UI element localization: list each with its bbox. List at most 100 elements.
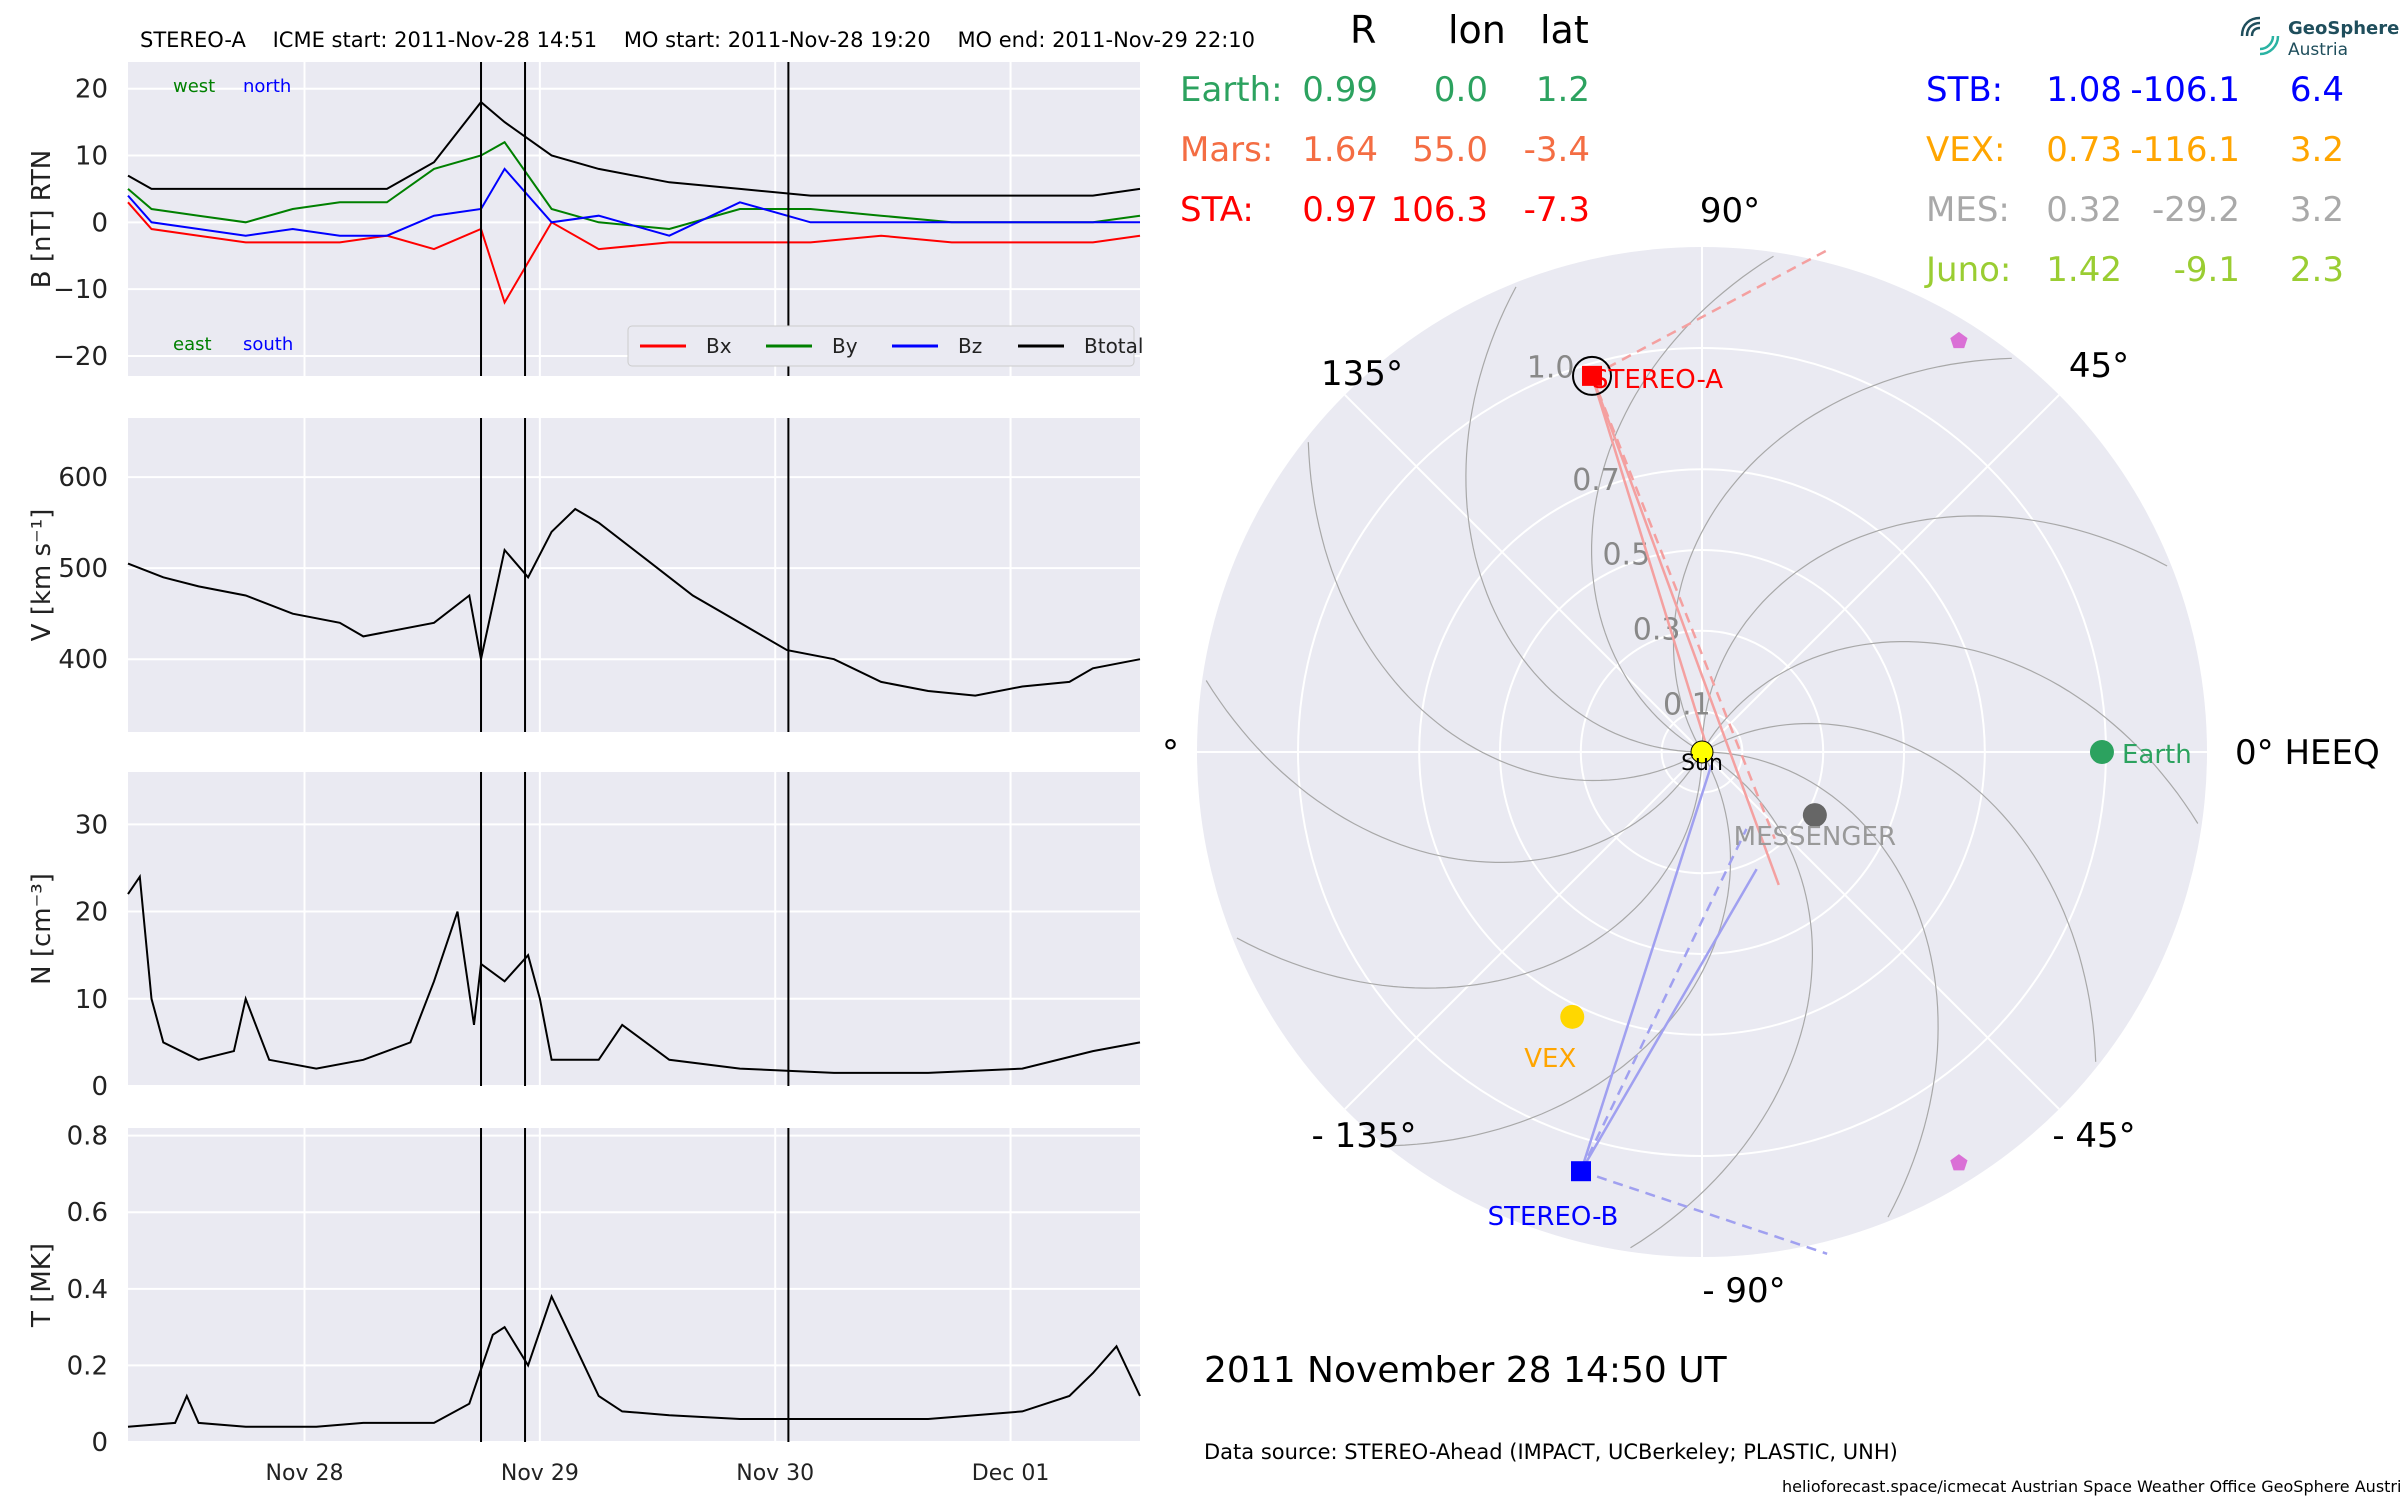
radial-tick-label: 0.7	[1572, 463, 1620, 498]
sta-direction-line	[1591, 249, 1828, 377]
table-header-lat: lat	[1540, 8, 1589, 52]
spiral-line	[1701, 515, 2168, 753]
spacecraft-name: STEREO-A	[140, 28, 246, 52]
bodies: Sun Earth STEREO-A STEREO-B VEX MESSENGER	[1488, 331, 2192, 1232]
time-series-panels: 20 10 0 −10 −20 B [nT] RTN west north east south B…	[27, 62, 1143, 1486]
y-axis-label: N [cm⁻³]	[27, 873, 57, 985]
body-label-vex: VEX	[1524, 1044, 1576, 1074]
body-vex	[1560, 1004, 1585, 1029]
stereo-a-highlight	[1572, 355, 1613, 396]
table-row-r: 1.08	[2046, 70, 2122, 110]
legend-box	[627, 325, 1135, 367]
y-tick-label: 0.6	[67, 1198, 108, 1228]
angle-label: 0° HEEQ	[2235, 733, 2380, 773]
mo-end: MO end: 2011-Nov-29 22:10	[957, 28, 1256, 52]
spiral-line	[1465, 286, 1703, 753]
series-line	[127, 507, 1141, 697]
body-label-stereo-b: STEREO-B	[1488, 1202, 1619, 1232]
table-row-name: STA:	[1180, 190, 1254, 230]
table-row-name: Juno:	[1926, 250, 2012, 290]
table-row-name: Mars:	[1180, 130, 1274, 170]
geosphere-logo-icon	[2240, 16, 2280, 56]
spiral-line	[1701, 751, 1939, 1218]
panel-background	[128, 62, 1140, 376]
x-tick-label: Dec 01	[972, 1461, 1050, 1486]
angular-gridline	[1701, 751, 2060, 1110]
corner-label-south: south	[243, 334, 293, 355]
stb-connection-line	[1579, 764, 1713, 1172]
legend-entry-btotal: Btotal	[1084, 334, 1143, 358]
table-row-r: 1.64	[1302, 130, 1378, 170]
angular-gridline	[1344, 751, 1703, 1110]
body-planet-marker	[1950, 331, 1968, 349]
spiral-line	[1591, 255, 1774, 753]
legend-entry-bz: Bz	[958, 334, 982, 358]
table-row-lon: 0.0	[1433, 70, 1488, 110]
sta-connection-line	[1590, 375, 1776, 840]
angular-gridline	[1344, 394, 1703, 753]
y-tick-label: 0.2	[67, 1351, 108, 1381]
y-axis-label: V [km s⁻¹]	[27, 509, 57, 642]
radial-tick-label: 0.1	[1663, 688, 1711, 723]
panel-background	[128, 1128, 1140, 1442]
table-row-lat: -7.3	[1523, 190, 1590, 230]
plot-header: STEREO-A ICME start: 2011-Nov-28 14:51 M…	[140, 28, 1255, 52]
table-row-lat: 1.2	[1535, 70, 1590, 110]
polar-position-plot: 0.1 0.3 0.5 0.7 1.0 0° HEEQ 45° 90° 135° +/- 180°…	[1160, 191, 2380, 1311]
table-header-lon: lon	[1448, 8, 1506, 52]
table-row-r: 0.32	[2046, 190, 2122, 230]
table-row-r: 0.99	[1302, 70, 1378, 110]
body-label-messenger: MESSENGER	[1734, 822, 1896, 852]
y-tick-label: 500	[58, 554, 108, 584]
body-stereo-a	[1582, 365, 1603, 386]
y-tick-label: 30	[75, 810, 108, 840]
series-line-bx	[127, 201, 1141, 305]
y-axis-label: T [MK]	[27, 1243, 57, 1328]
y-tick-label: 0	[91, 208, 108, 238]
series-line-by	[127, 140, 1141, 231]
table-row-r: 1.42	[2046, 250, 2122, 290]
angle-label: 45°	[2069, 346, 2129, 386]
body-label-stereo-a: STEREO-A	[1592, 365, 1723, 395]
table-row-name: Earth:	[1180, 70, 1283, 110]
spiral-line	[1701, 640, 2199, 824]
y-tick-label: 20	[75, 898, 108, 928]
spiral-line	[1701, 722, 2097, 1062]
table-row-lon: 106.3	[1390, 190, 1488, 230]
panel-magnetic-field: 20 10 0 −10 −20 B [nT] RTN west north east south B…	[27, 62, 1143, 376]
parker-spirals	[1205, 255, 2199, 1249]
body-stereo-b	[1571, 1161, 1592, 1182]
y-axis-label: B [nT] RTN	[27, 150, 57, 289]
y-tick-label: 20	[75, 75, 108, 105]
table-row-lon: -106.1	[2130, 70, 2240, 110]
table-row-lon: -29.2	[2152, 190, 2240, 230]
body-earth	[2089, 740, 2114, 764]
radial-tick-label: 0.3	[1633, 613, 1681, 648]
y-tick-label: 0	[91, 1072, 108, 1102]
table-row-name: STB:	[1926, 70, 2004, 110]
table-row-lon: 55.0	[1412, 130, 1488, 170]
table-row-r: 0.73	[2046, 130, 2122, 170]
legend: Bx By Bz Btotal	[627, 325, 1143, 367]
spiral-line	[1307, 442, 1703, 782]
date-time-label: 2011 November 28 14:50 UT	[1204, 1350, 1727, 1391]
body-label-earth: Earth	[2122, 740, 2192, 770]
sta-connection-line	[1590, 375, 1708, 746]
x-tick-label: Nov 29	[501, 1461, 579, 1486]
legend-entry-by: By	[832, 334, 858, 358]
table-row-lat: 6.4	[2289, 70, 2344, 110]
spiral-line	[1672, 357, 2012, 753]
table-row-name: MES:	[1926, 190, 2010, 230]
mo-start: MO start: 2011-Nov-28 19:20	[623, 28, 931, 52]
y-tick-label: 0.8	[67, 1122, 108, 1152]
spiral-line	[1630, 751, 1814, 1249]
logo-line-2: Austria	[2288, 40, 2349, 60]
angle-label: - 90°	[1702, 1271, 1785, 1311]
spiral-line	[1205, 680, 1703, 864]
logo-line-1: GeoSphere	[2288, 18, 2400, 39]
sta-connection-line	[1590, 375, 1780, 886]
table-row-lat: 3.2	[2289, 190, 2344, 230]
table-row-lat: 2.3	[2289, 250, 2344, 290]
angle-label: +/- 180°	[1160, 733, 1179, 773]
